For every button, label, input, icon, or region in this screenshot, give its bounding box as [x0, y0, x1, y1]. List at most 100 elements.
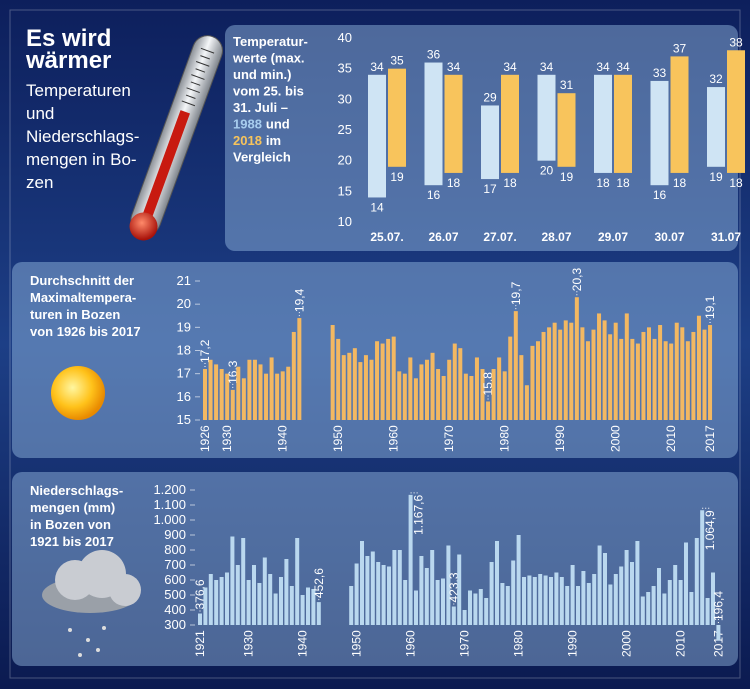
y-tick-label: 10 [338, 214, 352, 229]
bar [365, 556, 370, 625]
bar [413, 378, 418, 420]
bar [508, 336, 513, 420]
data-label: 20,3 [570, 268, 584, 292]
bar [208, 359, 213, 420]
bar [635, 541, 640, 625]
data-label: 18 [616, 176, 630, 190]
bar [284, 559, 289, 625]
x-tick-label: 1940 [276, 425, 290, 452]
title-line: 31. Juli – [233, 100, 288, 115]
bar [592, 574, 597, 625]
data-label: 33 [653, 66, 667, 80]
bar [311, 589, 316, 625]
bar [262, 557, 267, 625]
bar [541, 331, 546, 420]
title-line: mengen (mm) [30, 500, 115, 515]
bar [269, 357, 274, 420]
range-bar [444, 74, 463, 173]
bar [463, 373, 468, 420]
x-tick-label: 27.07. [483, 230, 516, 244]
data-label: 34 [596, 60, 610, 74]
data-label: 34 [503, 60, 517, 74]
title-line: in Bozen von [30, 517, 111, 532]
data-label: 17 [483, 182, 497, 196]
title-word: und [266, 117, 290, 132]
x-tick-label: 28.07 [541, 230, 571, 244]
data-label: 29 [483, 90, 497, 104]
bar [441, 578, 445, 625]
bar [569, 322, 574, 420]
bar [516, 535, 521, 625]
x-tick-label: 1980 [498, 425, 512, 452]
title-line: 1921 bis 2017 [30, 534, 114, 549]
data-label: 18 [503, 176, 517, 190]
bar [424, 568, 429, 625]
x-tick-label: 1960 [404, 630, 418, 657]
x-tick-label: 2010 [664, 425, 678, 452]
range-bar [614, 74, 632, 173]
cloud-icon [42, 550, 141, 657]
data-label: 19,1 [703, 295, 717, 319]
title-line: werte (max. [232, 51, 305, 66]
bar [208, 574, 213, 625]
bar [597, 313, 602, 420]
bar [408, 357, 413, 420]
bar [651, 586, 656, 625]
data-label: 38 [729, 35, 743, 49]
bar [370, 551, 375, 625]
bar [630, 338, 635, 420]
y-tick-label: 900 [164, 527, 186, 542]
bar [436, 369, 441, 420]
sun-icon [51, 366, 105, 420]
bar [435, 580, 440, 625]
bar [376, 562, 381, 625]
range-bar [650, 80, 669, 186]
title-line: und min.) [233, 67, 292, 82]
bar [662, 593, 667, 625]
bar [330, 325, 335, 420]
bar [380, 343, 385, 420]
data-label: 36 [427, 48, 441, 62]
x-tick-label: 1980 [512, 630, 526, 657]
chart-title: Temperatur-werte (max. und min.) vom 25. b… [232, 34, 308, 165]
bar [624, 313, 629, 420]
bar [347, 352, 352, 420]
x-tick-label: 25.07. [370, 230, 403, 244]
bar [657, 568, 661, 625]
bar [597, 545, 602, 625]
bar [473, 593, 478, 625]
x-tick-label: 1940 [296, 630, 310, 657]
bar [558, 329, 563, 420]
data-label: 31 [560, 78, 574, 92]
x-tick-label: 2000 [609, 425, 623, 452]
bar [547, 327, 552, 420]
main-title: Es wird wärmer [25, 25, 111, 74]
bar [608, 584, 613, 625]
bar [252, 565, 256, 625]
y-tick-label: 15 [338, 183, 352, 198]
bar [430, 550, 435, 625]
bar [219, 369, 224, 420]
title-line: Maximaltempera- [30, 290, 136, 305]
data-label: 18 [596, 176, 610, 190]
bar [214, 364, 219, 420]
range-bar [481, 105, 499, 180]
title-line: Temperatur- [233, 34, 308, 49]
data-label: 16 [653, 188, 667, 202]
bar [462, 610, 467, 625]
bar [258, 364, 263, 420]
y-tick-label: 300 [164, 617, 186, 632]
title-line: turen in Bozen [30, 307, 120, 322]
bar [452, 343, 457, 420]
data-label: 18 [729, 176, 743, 190]
bar [543, 575, 548, 625]
bar [624, 550, 629, 625]
bar [478, 589, 483, 625]
bar [495, 541, 499, 625]
bar [700, 510, 705, 625]
y-tick-label: 21 [177, 273, 191, 288]
data-label: 34 [616, 60, 630, 74]
bar [673, 565, 678, 625]
bar [230, 536, 235, 625]
bar [408, 494, 413, 625]
